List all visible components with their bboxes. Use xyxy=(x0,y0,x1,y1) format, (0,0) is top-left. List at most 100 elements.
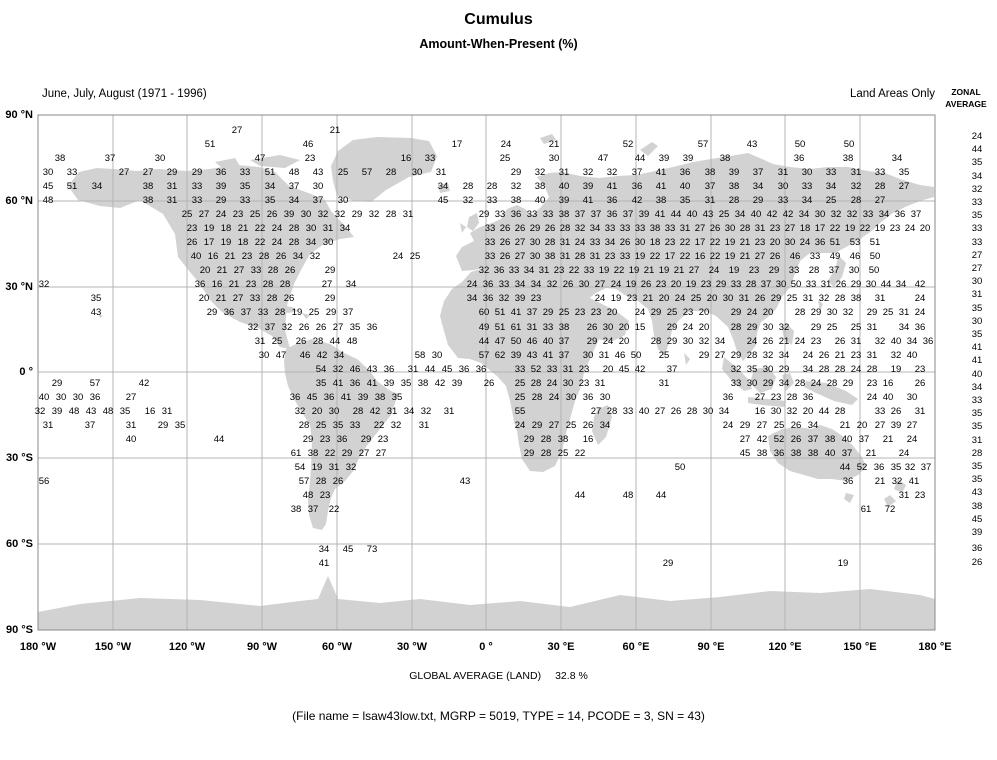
grid-value: 29 xyxy=(351,209,363,220)
grid-value: 28 xyxy=(650,336,662,347)
grid-value: 40 xyxy=(534,195,546,206)
grid-value: 21 xyxy=(215,293,227,304)
grid-value: 36 xyxy=(349,378,361,389)
grid-value: 46 xyxy=(302,139,314,150)
grid-value: 26 xyxy=(818,350,830,361)
grid-value: 39 xyxy=(558,195,570,206)
grid-value: 28 xyxy=(262,279,274,290)
zonal-average-value: 30 xyxy=(971,276,983,287)
grid-value: 27 xyxy=(142,167,154,178)
grid-value: 46 xyxy=(349,364,361,375)
grid-value: 35 xyxy=(746,364,758,375)
grid-value: 31 xyxy=(559,237,571,248)
grid-value: 20 xyxy=(802,406,814,417)
grid-value: 39 xyxy=(682,153,694,164)
grid-value: 47 xyxy=(597,153,609,164)
grid-value: 27 xyxy=(231,125,243,136)
grid-value: 39 xyxy=(357,392,369,403)
grid-value: 37 xyxy=(841,448,853,459)
grid-value: 36 xyxy=(842,476,854,487)
grid-value: 33 xyxy=(546,364,558,375)
grid-value: 34 xyxy=(798,209,810,220)
grid-value: 31 xyxy=(802,293,814,304)
grid-value: 22 xyxy=(324,448,336,459)
grid-value: 38 xyxy=(142,181,154,192)
grid-value: 25 xyxy=(882,307,894,318)
zonal-average-value: 35 xyxy=(971,421,983,432)
grid-value: 26 xyxy=(582,420,594,431)
grid-value: 32 xyxy=(818,293,830,304)
grid-value: 24 xyxy=(674,293,686,304)
grid-value: 29 xyxy=(698,350,710,361)
grid-value: 38 xyxy=(728,181,740,192)
grid-value: 23 xyxy=(590,307,602,318)
grid-value: 30 xyxy=(634,237,646,248)
island-novaya-zemlya xyxy=(640,142,658,156)
grid-value: 30 xyxy=(582,350,594,361)
grid-value: 33 xyxy=(191,195,203,206)
grid-value: 31 xyxy=(866,350,878,361)
grid-value: 28 xyxy=(530,378,542,389)
grid-value: 25 xyxy=(308,307,320,318)
grid-value: 40 xyxy=(190,251,202,262)
grid-value: 27 xyxy=(784,223,796,234)
grid-value: 16 xyxy=(400,153,412,164)
grid-value: 35 xyxy=(332,420,344,431)
grid-value: 33 xyxy=(66,167,78,178)
grid-value: 25 xyxy=(409,251,421,262)
grid-value: 37 xyxy=(666,364,678,375)
zonal-average-value: 32 xyxy=(971,184,983,195)
island-borneo xyxy=(750,367,776,393)
grid-value: 39 xyxy=(658,153,670,164)
grid-value: 24 xyxy=(904,223,916,234)
grid-value: 36 xyxy=(475,364,487,375)
grid-value: 29 xyxy=(206,307,218,318)
grid-value: 22 xyxy=(829,223,841,234)
grid-value: 30 xyxy=(55,392,67,403)
grid-value: 24 xyxy=(500,139,512,150)
zonal-average-value: 27 xyxy=(971,250,983,261)
grid-value: 44 xyxy=(574,490,586,501)
grid-value: 34 xyxy=(530,279,542,290)
grid-value: 23 xyxy=(769,223,781,234)
grid-value: 27 xyxy=(198,209,210,220)
grid-value: 50 xyxy=(843,139,855,150)
grid-value: 30 xyxy=(411,167,423,178)
zonal-average-value: 30 xyxy=(971,316,983,327)
grid-value: 25 xyxy=(565,420,577,431)
peninsula-arabia xyxy=(568,287,629,342)
grid-value: 57 xyxy=(478,350,490,361)
grid-value: 36 xyxy=(223,307,235,318)
zonal-average-value: 34 xyxy=(971,382,983,393)
grid-value: 34 xyxy=(718,406,730,417)
grid-value: 37 xyxy=(574,209,586,220)
season-label: June, July, August (1971 - 1996) xyxy=(42,88,207,100)
lon-tick: 60 °E xyxy=(622,641,650,653)
grid-value: 33 xyxy=(825,167,837,178)
grid-value: 17 xyxy=(664,251,676,262)
grid-value: 23 xyxy=(232,209,244,220)
grid-value: 25 xyxy=(514,392,526,403)
grid-value: 30 xyxy=(154,153,166,164)
grid-value: 30 xyxy=(814,209,826,220)
zonal-average-value: 34 xyxy=(971,171,983,182)
grid-value: 37 xyxy=(264,322,276,333)
lon-tick: 120 °W xyxy=(168,641,206,653)
grid-value: 28 xyxy=(739,223,751,234)
grid-value: 32 xyxy=(309,251,321,262)
grid-value: 28 xyxy=(540,448,552,459)
grid-value: 33 xyxy=(542,322,554,333)
grid-value: 32 xyxy=(345,462,357,473)
grid-value: 28 xyxy=(288,237,300,248)
grid-value: 35 xyxy=(264,195,276,206)
grid-value: 31 xyxy=(777,167,789,178)
grid-value: 30 xyxy=(578,279,590,290)
grid-value: 32 xyxy=(698,336,710,347)
grid-value: 30 xyxy=(72,392,84,403)
grid-value: 37 xyxy=(288,181,300,192)
grid-value: 42 xyxy=(634,364,646,375)
grid-value: 19 xyxy=(628,265,640,276)
grid-value: 27 xyxy=(594,279,606,290)
grid-value: 20 xyxy=(706,293,718,304)
grid-value: 33 xyxy=(622,406,634,417)
